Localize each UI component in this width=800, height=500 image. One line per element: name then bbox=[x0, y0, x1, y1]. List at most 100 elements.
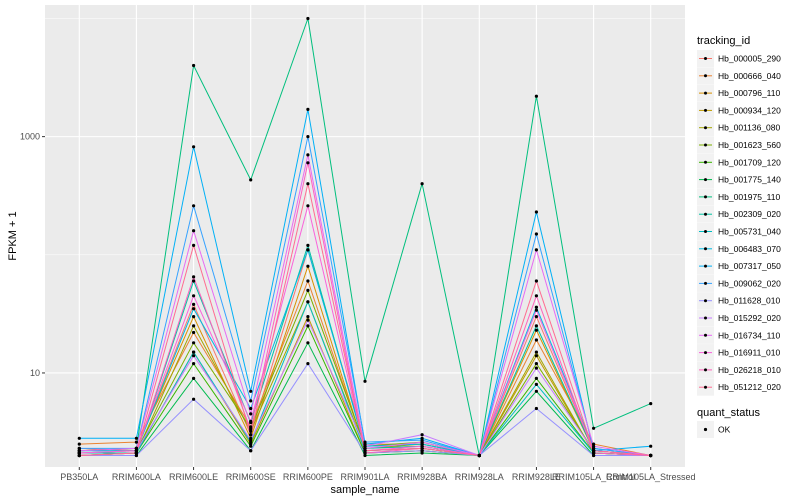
data-point bbox=[306, 161, 310, 165]
data-point bbox=[306, 288, 310, 292]
data-point bbox=[363, 379, 367, 383]
data-point bbox=[649, 453, 653, 458]
data-point bbox=[249, 419, 253, 423]
x-tick-label: RRIM928LA bbox=[455, 472, 504, 482]
legend-key-point bbox=[704, 212, 707, 216]
x-tick-label: RRIM105LA_Control bbox=[552, 472, 635, 482]
data-point bbox=[534, 315, 539, 319]
data-point bbox=[249, 178, 253, 182]
grid-lines bbox=[45, 5, 685, 467]
data-points bbox=[77, 16, 653, 458]
data-point bbox=[534, 382, 539, 386]
data-point bbox=[192, 307, 196, 311]
data-point bbox=[192, 350, 196, 354]
x-axis-title: sample_name bbox=[330, 484, 399, 496]
data-point bbox=[192, 204, 196, 208]
legend-label: Hb_000005_290 bbox=[718, 54, 781, 64]
data-point bbox=[534, 328, 539, 332]
data-point bbox=[592, 444, 596, 448]
data-point bbox=[192, 324, 196, 328]
legend-key-point bbox=[704, 57, 707, 60]
data-point bbox=[192, 229, 196, 233]
data-point bbox=[192, 302, 196, 306]
data-point bbox=[649, 402, 653, 406]
data-point bbox=[192, 279, 196, 283]
data-point bbox=[306, 362, 310, 366]
legend-label: Hb_007317_050 bbox=[718, 261, 781, 271]
color-legend-title: tracking_id bbox=[697, 35, 750, 47]
data-point bbox=[420, 444, 424, 448]
data-point bbox=[477, 453, 481, 458]
legend-key-point bbox=[704, 108, 707, 112]
x-tick-label: RRIM600LE bbox=[169, 472, 218, 482]
data-point bbox=[306, 243, 310, 247]
data-point bbox=[534, 324, 539, 328]
data-point bbox=[249, 428, 253, 432]
data-point bbox=[534, 338, 539, 342]
legend-label: Hb_000666_040 bbox=[718, 71, 781, 81]
data-point bbox=[306, 182, 310, 186]
legend-label: Hb_011628_010 bbox=[718, 296, 781, 306]
shape-legend-key-point bbox=[703, 427, 708, 432]
data-point bbox=[420, 440, 424, 444]
legend-key-point bbox=[704, 316, 707, 320]
data-point bbox=[249, 406, 253, 411]
data-point bbox=[363, 453, 367, 458]
data-point bbox=[649, 444, 653, 448]
data-point bbox=[249, 412, 253, 416]
shape-legend-label: OK bbox=[718, 425, 731, 435]
data-point bbox=[306, 318, 310, 322]
data-point bbox=[306, 279, 310, 283]
y-axis: 10 1000 bbox=[20, 132, 45, 378]
data-point bbox=[534, 376, 539, 380]
legend-label: Hb_001709_120 bbox=[718, 157, 781, 167]
x-tick-label: RRIM105LA_Stressed bbox=[606, 472, 696, 482]
color-legend-items: Hb_000005_290 Hb_000666_040 Hb_000796_110 H… bbox=[697, 50, 781, 396]
data-point bbox=[534, 362, 539, 366]
color-legend: tracking_id Hb_000005_290 Hb_000666_040 Hb… bbox=[697, 35, 781, 396]
data-point bbox=[249, 389, 253, 393]
data-point bbox=[192, 315, 196, 319]
data-point bbox=[534, 248, 539, 252]
legend-key-point bbox=[704, 368, 707, 372]
data-point bbox=[592, 453, 596, 458]
data-point bbox=[249, 438, 253, 442]
legend-label: Hb_005731_040 bbox=[718, 227, 781, 237]
legend-label: Hb_051212_020 bbox=[718, 382, 781, 392]
data-point bbox=[192, 341, 196, 345]
data-point bbox=[77, 451, 81, 455]
data-point bbox=[534, 279, 539, 283]
legend-label: Hb_026218_010 bbox=[718, 365, 781, 375]
data-point bbox=[192, 354, 196, 358]
data-point bbox=[134, 446, 138, 450]
legend-label: Hb_001975_110 bbox=[718, 192, 781, 202]
data-point bbox=[306, 264, 310, 268]
legend-key-point bbox=[704, 351, 707, 355]
data-point bbox=[192, 362, 196, 366]
data-point bbox=[134, 436, 138, 440]
y-tick-label: 10 bbox=[30, 368, 40, 378]
data-point bbox=[192, 330, 196, 335]
data-point bbox=[192, 294, 196, 298]
legend-key-point bbox=[704, 195, 707, 199]
legend-label: Hb_009062_020 bbox=[718, 278, 781, 288]
data-point bbox=[77, 442, 81, 446]
legend-key-point bbox=[704, 333, 707, 337]
shape-legend: quant_status OK bbox=[697, 407, 760, 438]
data-point bbox=[363, 451, 367, 455]
data-point bbox=[306, 248, 310, 252]
data-point bbox=[592, 426, 596, 430]
data-point bbox=[420, 449, 424, 453]
data-point bbox=[192, 243, 196, 247]
data-point bbox=[306, 153, 310, 157]
legend-label: Hb_006483_070 bbox=[718, 244, 781, 254]
data-point bbox=[534, 354, 539, 358]
data-point bbox=[77, 453, 81, 458]
data-point bbox=[534, 406, 539, 411]
shape-legend-items: OK bbox=[697, 421, 731, 438]
data-point bbox=[592, 446, 596, 450]
data-point bbox=[363, 449, 367, 453]
data-point bbox=[192, 145, 196, 149]
data-point bbox=[534, 389, 539, 393]
